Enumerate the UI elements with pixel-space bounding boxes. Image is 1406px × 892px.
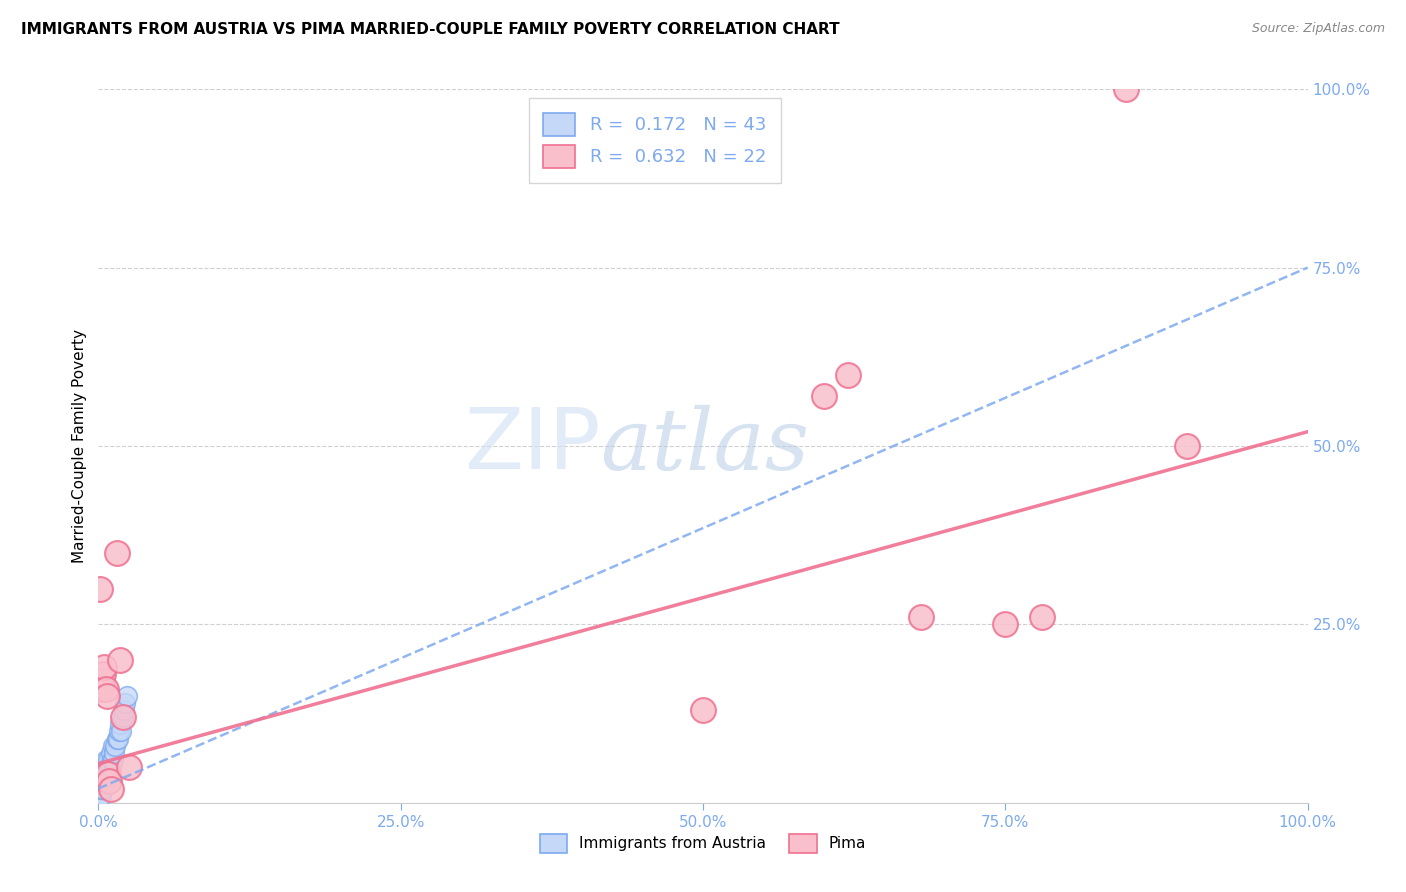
Point xyxy=(93,767,115,781)
Point xyxy=(111,710,134,724)
Point xyxy=(108,717,131,731)
Point xyxy=(100,760,122,774)
Point xyxy=(117,689,139,703)
Point xyxy=(91,774,114,789)
Point xyxy=(105,731,128,746)
Point xyxy=(90,767,112,781)
Point xyxy=(100,753,122,767)
Point xyxy=(1031,610,1053,624)
Point xyxy=(98,760,121,774)
Text: ZIP: ZIP xyxy=(464,404,600,488)
Point xyxy=(94,681,117,696)
Point xyxy=(813,389,835,403)
Point xyxy=(93,760,115,774)
Point xyxy=(104,739,127,753)
Legend: Immigrants from Austria, Pima: Immigrants from Austria, Pima xyxy=(533,828,873,859)
Point xyxy=(1115,82,1137,96)
Point xyxy=(89,781,111,796)
Point xyxy=(103,746,125,760)
Text: atlas: atlas xyxy=(600,405,810,487)
Point xyxy=(89,582,111,596)
Point xyxy=(94,767,117,781)
Point xyxy=(111,710,134,724)
Point xyxy=(90,681,112,696)
Text: IMMIGRANTS FROM AUSTRIA VS PIMA MARRIED-COUPLE FAMILY POVERTY CORRELATION CHART: IMMIGRANTS FROM AUSTRIA VS PIMA MARRIED-… xyxy=(21,22,839,37)
Point xyxy=(105,546,128,560)
Text: Source: ZipAtlas.com: Source: ZipAtlas.com xyxy=(1251,22,1385,36)
Y-axis label: Married-Couple Family Poverty: Married-Couple Family Poverty xyxy=(72,329,87,563)
Point xyxy=(108,653,131,667)
Point xyxy=(91,774,114,789)
Point xyxy=(96,760,118,774)
Point xyxy=(910,610,932,624)
Point xyxy=(89,767,111,781)
Point xyxy=(90,760,112,774)
Point xyxy=(90,781,112,796)
Point xyxy=(112,703,135,717)
Point xyxy=(118,760,141,774)
Point xyxy=(100,781,122,796)
Point xyxy=(107,731,129,746)
Point xyxy=(96,767,118,781)
Point xyxy=(97,767,120,781)
Point xyxy=(91,767,114,781)
Point xyxy=(91,667,114,681)
Point xyxy=(96,689,118,703)
Point xyxy=(91,760,114,774)
Point xyxy=(94,753,117,767)
Point xyxy=(93,660,115,674)
Point xyxy=(93,774,115,789)
Point xyxy=(97,753,120,767)
Point xyxy=(90,789,112,803)
Point xyxy=(98,774,121,789)
Point xyxy=(994,617,1017,632)
Point xyxy=(837,368,859,382)
Point xyxy=(94,774,117,789)
Point xyxy=(89,774,111,789)
Point xyxy=(108,724,131,739)
Point xyxy=(97,767,120,781)
Point xyxy=(1175,439,1198,453)
Point xyxy=(91,781,114,796)
Point xyxy=(100,746,122,760)
Point xyxy=(692,703,714,717)
Point xyxy=(90,774,112,789)
Point xyxy=(101,739,124,753)
Point xyxy=(91,674,114,689)
Point xyxy=(101,753,124,767)
Point xyxy=(91,781,114,796)
Point xyxy=(91,767,114,781)
Point xyxy=(114,696,136,710)
Point xyxy=(89,789,111,803)
Point xyxy=(110,724,132,739)
